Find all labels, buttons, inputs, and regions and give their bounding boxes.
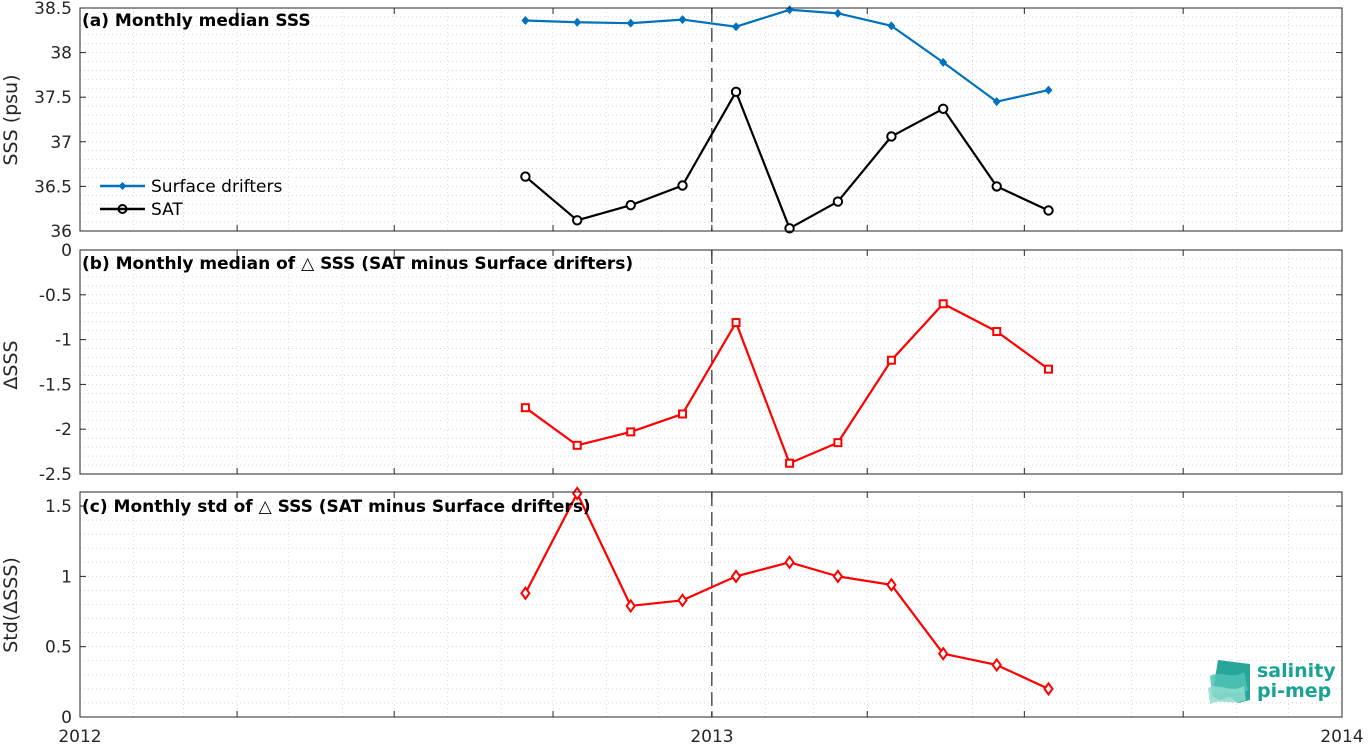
data-point — [732, 22, 741, 32]
series-line — [524, 302, 1050, 465]
y-tick-label: -2.5 — [39, 465, 72, 485]
legend-drifters-label: Surface drifters — [151, 177, 282, 197]
data-point — [939, 57, 948, 67]
y-tick-label: 0 — [61, 241, 72, 261]
data-point — [832, 569, 844, 584]
data-point — [832, 196, 844, 207]
legend-drifters-marker — [118, 182, 127, 190]
data-point — [992, 97, 1001, 107]
data-point — [1043, 681, 1054, 697]
panel-a-title: (a) Monthly median SSS — [82, 11, 311, 31]
data-point — [678, 409, 688, 419]
y-tick-label: -1.5 — [39, 375, 72, 395]
data-point — [991, 181, 1002, 192]
data-point — [625, 598, 636, 614]
x-axis-ticks: 2012 2013 2014 — [58, 727, 1363, 745]
data-point — [937, 646, 949, 661]
data-point — [833, 438, 843, 448]
y-tick-label: -2 — [55, 420, 72, 440]
series-line — [524, 90, 1049, 230]
data-point — [625, 199, 636, 211]
data-point — [785, 458, 795, 468]
panel-a-frame — [79, 7, 1343, 232]
data-point — [938, 103, 949, 114]
data-point — [626, 18, 635, 28]
panel-a-ylabel: SSS (psu) — [0, 74, 22, 165]
panel-c-ylabel: Std(ΔSSS) — [0, 557, 22, 653]
y-tick-label: 38.5 — [34, 0, 72, 19]
data-point — [520, 171, 531, 182]
panel-c-title: (c) Monthly std of △ SSS (SAT minus Surf… — [82, 497, 591, 517]
y-tick-label: 1 — [61, 567, 72, 587]
data-point — [572, 215, 583, 226]
data-point — [991, 657, 1002, 673]
panel-b-title: (b) Monthly median of △ SSS (SAT minus S… — [82, 254, 633, 274]
y-tick-label: -1 — [55, 331, 72, 351]
x-tick-2014: 2014 — [1320, 727, 1363, 745]
data-point — [1044, 364, 1054, 374]
data-point — [938, 299, 948, 309]
y-tick-label: 36.5 — [34, 177, 72, 197]
data-point — [731, 318, 741, 328]
panel-b-frame — [79, 249, 1343, 475]
panel-b-delta-median: -2.5 -2 -1.5 -1 -0.5 0 ΔSSS (b) Monthly media… — [0, 241, 1343, 485]
data-point — [626, 427, 636, 437]
y-tick-label: 36 — [50, 222, 72, 242]
data-point — [992, 327, 1002, 337]
data-point — [1044, 85, 1053, 95]
panel-b-ylabel: ΔSSS — [0, 340, 22, 389]
logo-line2: pi-mep — [1257, 680, 1331, 702]
data-point — [785, 5, 794, 15]
data-point — [521, 15, 530, 25]
series-line — [525, 8, 1049, 103]
y-tick-label: -0.5 — [39, 286, 72, 306]
series-line — [524, 492, 1049, 690]
data-point — [886, 131, 897, 142]
data-point — [678, 15, 687, 25]
data-point — [1043, 205, 1054, 216]
y-tick-label: 0.5 — [45, 638, 72, 658]
y-tick-label: 0 — [61, 708, 72, 728]
data-point — [887, 21, 896, 31]
x-tick-2012: 2012 — [58, 727, 101, 745]
data-point — [886, 355, 896, 365]
data-point — [784, 223, 795, 234]
legend: Surface drifters SAT — [100, 177, 282, 220]
data-point — [730, 569, 742, 584]
data-point — [677, 593, 688, 608]
y-tick-label: 37 — [50, 133, 72, 153]
y-tick-label: 37.5 — [34, 88, 72, 108]
data-point — [572, 440, 582, 450]
data-point — [730, 86, 742, 98]
panel-c-delta-std: 0 0.5 1 1.5 Std(ΔSSS) (c) Monthly std of △ … — [0, 486, 1343, 728]
data-point — [833, 8, 842, 18]
data-point — [520, 403, 530, 413]
data-point — [677, 180, 688, 191]
y-tick-label: 1.5 — [45, 497, 72, 517]
legend-sat-label: SAT — [151, 200, 183, 220]
legend-sat-marker — [117, 204, 128, 214]
logo-line1: salinity — [1257, 660, 1336, 682]
salinity-pi-mep-logo: salinity pi-mep — [1208, 660, 1336, 704]
y-tick-label: 38 — [50, 44, 72, 64]
panel-c-frame — [79, 491, 1343, 718]
data-point — [573, 17, 582, 27]
panel-a-sss: 36 36.5 37 37.5 38 38.5 SSS (psu) (a) Monthly… — [0, 0, 1343, 242]
logo-wave-icon — [1208, 660, 1250, 704]
data-point — [520, 586, 531, 601]
x-tick-2013: 2013 — [690, 727, 733, 745]
data-point — [886, 577, 897, 593]
data-point — [784, 555, 795, 570]
